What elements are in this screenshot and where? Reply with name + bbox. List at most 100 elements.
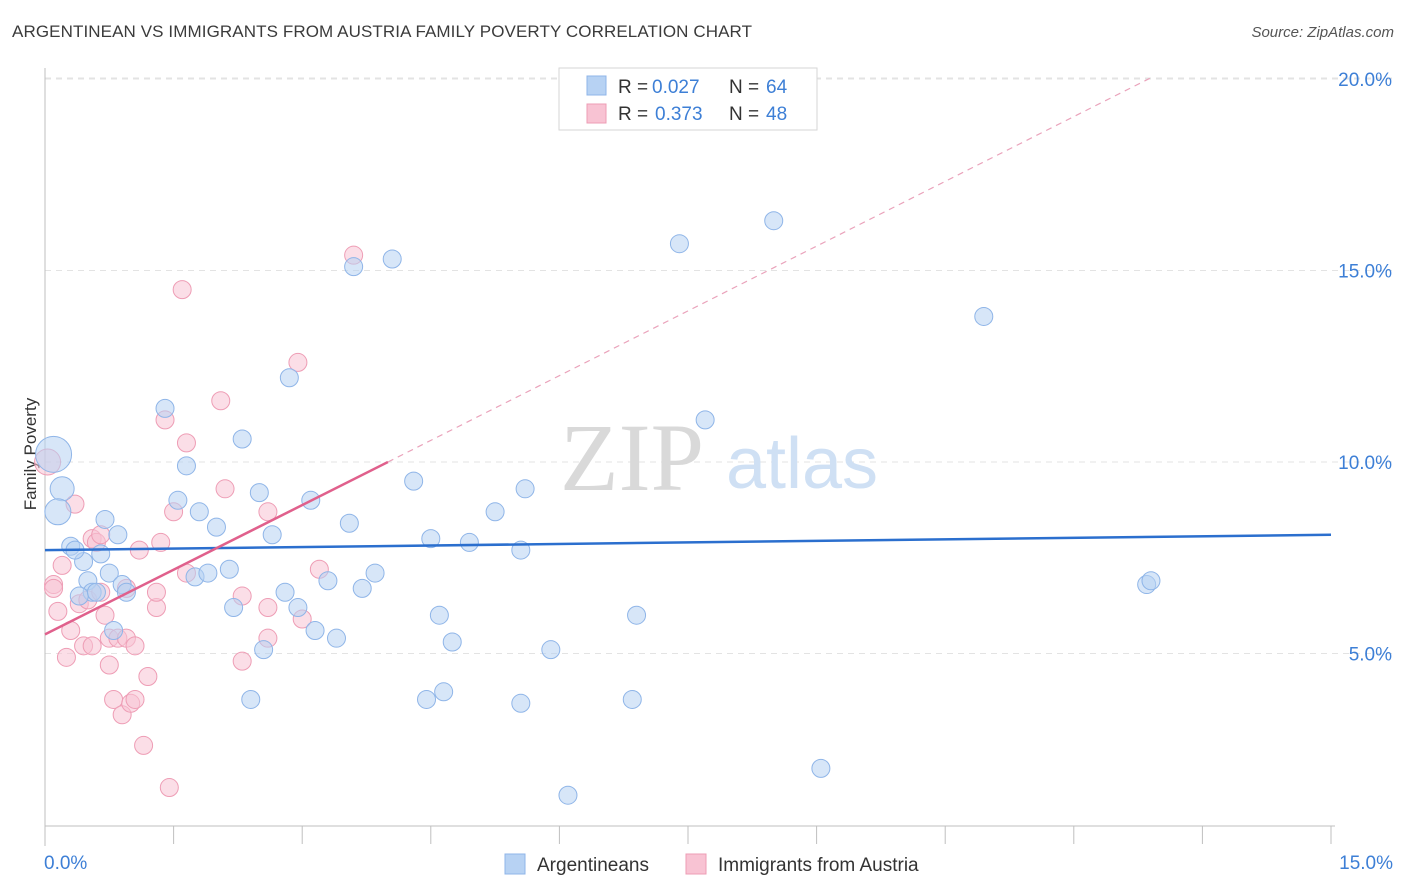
data-point-argentineans: [429, 605, 449, 625]
y-tick-label: 10.0%: [1338, 453, 1392, 474]
data-point-argentineans: [669, 234, 689, 254]
data-point-immigrants-from-austria: [159, 778, 179, 798]
data-point-argentineans: [288, 598, 308, 618]
data-point-immigrants-from-austria: [125, 636, 145, 656]
chart-title: ARGENTINEAN VS IMMIGRANTS FROM AUSTRIA F…: [12, 22, 753, 41]
data-point-immigrants-from-austria: [151, 532, 171, 552]
data-point-argentineans: [44, 498, 72, 526]
legend-n-label: N =: [729, 104, 759, 125]
data-point-argentineans: [404, 471, 424, 491]
data-point-argentineans: [382, 249, 402, 269]
data-point-argentineans: [99, 563, 119, 583]
data-point-immigrants-from-austria: [44, 578, 64, 598]
x-tick-label: 15.0%: [1339, 853, 1393, 874]
data-point-argentineans: [421, 529, 441, 549]
data-point-immigrants-from-austria: [146, 582, 166, 602]
data-point-argentineans: [262, 525, 282, 545]
legend-bottom-swatch-pink: [685, 853, 707, 875]
legend-r-value: 0.373: [655, 104, 703, 125]
data-point-argentineans: [318, 571, 338, 591]
data-point-argentineans: [459, 532, 479, 552]
legend-top: R = 0.027 N = 64 R = 0.373 N = 48: [558, 67, 818, 131]
data-point-argentineans: [442, 632, 462, 652]
data-point-argentineans: [189, 502, 209, 522]
data-point-argentineans: [91, 544, 111, 564]
legend-item-argentineans: Argentineans: [537, 855, 649, 876]
data-point-argentineans: [764, 211, 784, 231]
data-point-argentineans: [35, 435, 73, 473]
data-point-argentineans: [86, 582, 106, 602]
data-point-argentineans: [69, 586, 89, 606]
data-point-immigrants-from-austria: [215, 479, 235, 499]
data-point-immigrants-from-austria: [138, 666, 158, 686]
legend-n-value: 64: [766, 77, 788, 98]
data-point-argentineans: [417, 689, 437, 709]
data-point-immigrants-from-austria: [258, 502, 278, 522]
data-point-immigrants-from-austria: [56, 647, 76, 667]
data-point-argentineans: [485, 502, 505, 522]
legend-r-label: R =: [618, 104, 648, 125]
data-point-immigrants-from-austria: [258, 598, 278, 618]
legend-r-label: R =: [618, 77, 648, 98]
data-point-immigrants-from-austria: [232, 651, 252, 671]
legend-n-label: N =: [729, 77, 759, 98]
data-point-argentineans: [232, 429, 252, 449]
source-note: Source: ZipAtlas.com: [1251, 24, 1394, 41]
data-point-argentineans: [49, 476, 75, 502]
data-point-argentineans: [365, 563, 385, 583]
data-point-argentineans: [515, 479, 535, 499]
data-point-argentineans: [279, 368, 299, 388]
legend-bottom: Argentineans Immigrants from Austria: [504, 853, 919, 876]
data-point-argentineans: [541, 640, 561, 660]
data-point-argentineans: [168, 490, 188, 510]
watermark-zip: ZIP: [560, 404, 704, 511]
trend-line-argentineans: [44, 533, 1332, 552]
data-point-argentineans: [339, 513, 359, 533]
data-point-argentineans: [108, 525, 128, 545]
data-point-argentineans: [104, 621, 124, 641]
data-point-argentineans: [275, 582, 295, 602]
legend-swatch-pink: [586, 103, 607, 124]
data-point-immigrants-from-austria: [288, 352, 308, 372]
data-point-immigrants-from-austria: [176, 433, 196, 453]
data-point-immigrants-from-austria: [134, 735, 154, 755]
legend-bottom-swatch-blue: [504, 853, 526, 875]
data-point-argentineans: [326, 628, 346, 648]
data-point-argentineans: [1141, 571, 1161, 591]
data-point-argentineans: [241, 689, 261, 709]
data-point-immigrants-from-austria: [82, 636, 102, 656]
data-point-argentineans: [627, 605, 647, 625]
trend-line-immigrants-from-austria: [44, 460, 389, 636]
data-point-immigrants-from-austria: [95, 605, 115, 625]
legend-n-value: 48: [766, 104, 787, 125]
watermark: ZIP atlas: [560, 404, 878, 511]
data-point-argentineans: [219, 559, 239, 579]
legend-swatch-blue: [586, 75, 607, 96]
watermark-atlas: atlas: [726, 424, 878, 504]
series-argentineans: [35, 211, 1161, 805]
data-point-argentineans: [811, 758, 831, 778]
data-point-immigrants-from-austria: [99, 655, 119, 675]
data-point-argentineans: [198, 563, 218, 583]
data-point-argentineans: [224, 598, 244, 618]
data-point-immigrants-from-austria: [52, 555, 72, 575]
data-point-argentineans: [254, 640, 274, 660]
data-point-argentineans: [622, 689, 642, 709]
trend-lines: [44, 77, 1332, 636]
data-point-argentineans: [974, 306, 994, 326]
y-tick-label: 20.0%: [1338, 70, 1392, 91]
x-tick-label: 0.0%: [44, 853, 87, 874]
data-point-argentineans: [434, 682, 454, 702]
data-point-argentineans: [155, 398, 175, 418]
data-point-argentineans: [176, 456, 196, 476]
series-immigrants-from-austria: [34, 245, 364, 798]
data-point-argentineans: [558, 785, 578, 805]
data-point-immigrants-from-austria: [125, 689, 145, 709]
gridlines: [45, 77, 1392, 654]
legend-r-value: 0.027: [652, 77, 700, 98]
y-tick-label: 15.0%: [1338, 262, 1392, 283]
data-point-immigrants-from-austria: [211, 391, 231, 411]
data-point-argentineans: [95, 509, 115, 529]
data-point-argentineans: [344, 257, 364, 277]
